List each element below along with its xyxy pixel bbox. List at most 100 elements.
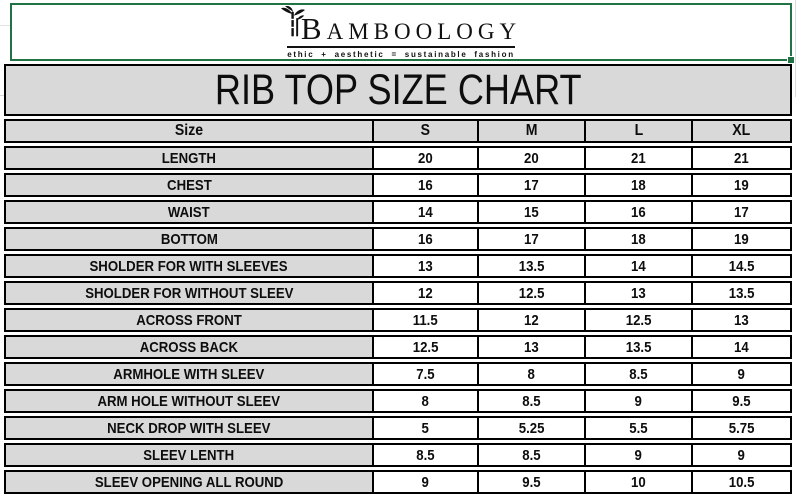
value-cell-s[interactable]: 8 <box>374 391 479 411</box>
value-cell-m[interactable]: 15 <box>479 202 586 222</box>
measurement-label-cell[interactable]: SLEEV LENTH <box>6 445 374 465</box>
value-cell-s-text: 8 <box>421 392 430 410</box>
value-cell-s[interactable]: 20 <box>374 148 479 168</box>
value-cell-m[interactable]: 20 <box>479 148 586 168</box>
value-cell-m-text: 9.5 <box>522 473 541 491</box>
value-cell-l[interactable]: 18 <box>586 175 693 195</box>
value-cell-xl[interactable]: 17 <box>693 202 790 222</box>
measurement-label-cell[interactable]: SHOLDER FOR WITH SLEEVES <box>6 256 374 276</box>
value-cell-l[interactable]: 13.5 <box>586 337 693 357</box>
header-size-cell[interactable]: Size <box>6 121 374 141</box>
value-cell-l[interactable]: 9 <box>586 391 693 411</box>
value-cell-s-text: 5 <box>421 419 430 437</box>
value-cell-xl[interactable]: 9 <box>693 445 790 465</box>
header-xl-cell[interactable]: XL <box>693 121 790 141</box>
value-cell-xl[interactable]: 13.5 <box>693 283 790 303</box>
value-cell-m[interactable]: 13 <box>479 337 586 357</box>
value-cell-xl-text: 13 <box>734 311 749 329</box>
value-cell-xl-text: 9.5 <box>732 392 751 410</box>
value-cell-xl[interactable]: 9.5 <box>693 391 790 411</box>
size-chart-table: Size S M L XL LENGTH 20 20 21 21 CHEST 16 17 18 19 WAIS… <box>4 119 792 494</box>
value-cell-m[interactable]: 8.5 <box>479 445 586 465</box>
value-cell-l-text: 14 <box>631 257 646 275</box>
value-cell-l[interactable]: 8.5 <box>586 364 693 384</box>
value-cell-xl[interactable]: 19 <box>693 175 790 195</box>
value-cell-l-text: 16 <box>631 203 646 221</box>
chart-title: RIB TOP SIZE CHART <box>214 65 582 114</box>
value-cell-m-text: 15 <box>524 203 539 221</box>
value-cell-l[interactable]: 9 <box>586 445 693 465</box>
value-cell-xl[interactable]: 14 <box>693 337 790 357</box>
value-cell-m[interactable]: 5.25 <box>479 418 586 438</box>
header-l-cell[interactable]: L <box>586 121 693 141</box>
value-cell-xl[interactable]: 9 <box>693 364 790 384</box>
measurement-label-cell[interactable]: ACROSS BACK <box>6 337 374 357</box>
value-cell-m[interactable]: 12 <box>479 310 586 330</box>
value-cell-s[interactable]: 11.5 <box>374 310 479 330</box>
value-cell-l[interactable]: 5.5 <box>586 418 693 438</box>
value-cell-l[interactable]: 10 <box>586 472 693 492</box>
value-cell-s[interactable]: 14 <box>374 202 479 222</box>
value-cell-m[interactable]: 12.5 <box>479 283 586 303</box>
value-cell-l[interactable]: 16 <box>586 202 693 222</box>
value-cell-l[interactable]: 21 <box>586 148 693 168</box>
value-cell-xl[interactable]: 13 <box>693 310 790 330</box>
value-cell-s[interactable]: 12 <box>374 283 479 303</box>
measurement-label-cell[interactable]: BOTTOM <box>6 229 374 249</box>
value-cell-m-text: 20 <box>524 149 539 167</box>
header-m-cell[interactable]: M <box>479 121 586 141</box>
logo-selection-box[interactable]: BAMBOOLOGY ethic + aesthetic = sustainab… <box>10 3 795 64</box>
value-cell-m-text: 8.5 <box>522 446 541 464</box>
value-cell-l[interactable]: 13 <box>586 283 693 303</box>
value-cell-l[interactable]: 12.5 <box>586 310 693 330</box>
value-cell-m[interactable]: 17 <box>479 175 586 195</box>
value-cell-s[interactable]: 8.5 <box>374 445 479 465</box>
measurement-label-cell-text: BOTTOM <box>160 230 218 248</box>
value-cell-m[interactable]: 8 <box>479 364 586 384</box>
value-cell-s[interactable]: 13 <box>374 256 479 276</box>
measurement-label-cell-text: ACROSS BACK <box>139 338 239 356</box>
selection-fill-handle[interactable] <box>787 56 795 64</box>
value-cell-s[interactable]: 5 <box>374 418 479 438</box>
measurement-label-cell[interactable]: SHOLDER FOR WITHOUT SLEEV <box>6 283 374 303</box>
table-row: SHOLDER FOR WITHOUT SLEEV 12 12.5 13 13.5 <box>4 281 792 305</box>
measurement-label-cell[interactable]: ACROSS FRONT <box>6 310 374 330</box>
header-s-cell[interactable]: S <box>374 121 479 141</box>
value-cell-xl[interactable]: 14.5 <box>693 256 790 276</box>
measurement-label-cell[interactable]: NECK DROP WITH SLEEV <box>6 418 374 438</box>
value-cell-xl-text: 9 <box>737 446 746 464</box>
measurement-label-cell[interactable]: WAIST <box>6 202 374 222</box>
value-cell-s-text: 16 <box>418 176 433 194</box>
value-cell-m[interactable]: 9.5 <box>479 472 586 492</box>
value-cell-xl[interactable]: 21 <box>693 148 790 168</box>
value-cell-s-text: 13 <box>418 257 433 275</box>
header-m-cell-text: M <box>525 122 538 139</box>
brand-logo: BAMBOOLOGY ethic + aesthetic = sustainab… <box>280 5 521 59</box>
value-cell-m[interactable]: 8.5 <box>479 391 586 411</box>
measurement-label-cell[interactable]: ARMHOLE WITH SLEEV <box>6 364 374 384</box>
value-cell-s[interactable]: 16 <box>374 175 479 195</box>
measurement-label-cell-text: LENGTH <box>161 149 217 167</box>
value-cell-xl[interactable]: 5.75 <box>693 418 790 438</box>
value-cell-l-text: 13.5 <box>625 338 652 356</box>
value-cell-m[interactable]: 17 <box>479 229 586 249</box>
measurement-label-cell[interactable]: ARM HOLE WITHOUT SLEEV <box>6 391 374 411</box>
measurement-label-cell[interactable]: CHEST <box>6 175 374 195</box>
measurement-label-cell[interactable]: LENGTH <box>6 148 374 168</box>
value-cell-xl[interactable]: 10.5 <box>693 472 790 492</box>
value-cell-s[interactable]: 12.5 <box>374 337 479 357</box>
value-cell-m[interactable]: 13.5 <box>479 256 586 276</box>
value-cell-xl[interactable]: 19 <box>693 229 790 249</box>
value-cell-l[interactable]: 18 <box>586 229 693 249</box>
value-cell-l-text: 8.5 <box>629 365 648 383</box>
value-cell-l[interactable]: 14 <box>586 256 693 276</box>
chart-title-cell[interactable]: RIB TOP SIZE CHART <box>4 64 792 116</box>
value-cell-s[interactable]: 7.5 <box>374 364 479 384</box>
gridline-vertical <box>795 0 796 97</box>
value-cell-s[interactable]: 16 <box>374 229 479 249</box>
measurement-label-cell[interactable]: SLEEV OPENING ALL ROUND <box>6 472 374 492</box>
value-cell-s[interactable]: 9 <box>374 472 479 492</box>
value-cell-l-text: 5.5 <box>629 419 648 437</box>
gridline-horizontal <box>0 95 5 96</box>
value-cell-m-text: 13 <box>524 338 539 356</box>
